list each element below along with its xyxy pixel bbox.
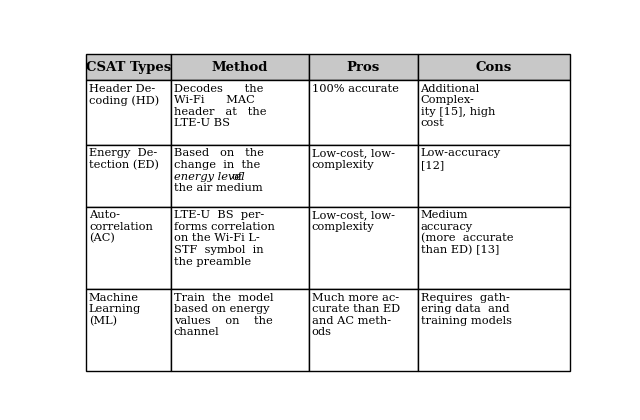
Bar xyxy=(417,289,570,371)
Text: Decodes      the: Decodes the xyxy=(173,84,263,94)
Text: Learning: Learning xyxy=(89,304,141,314)
Text: forms correlation: forms correlation xyxy=(173,222,275,232)
Text: LTE-U BS: LTE-U BS xyxy=(173,118,230,128)
Bar xyxy=(171,289,308,371)
Text: correlation: correlation xyxy=(89,222,153,232)
Text: tection (ED): tection (ED) xyxy=(89,160,159,171)
Bar xyxy=(171,145,308,207)
Bar xyxy=(171,207,308,289)
Bar xyxy=(86,145,171,207)
Text: Cons: Cons xyxy=(476,61,512,74)
Text: Machine: Machine xyxy=(89,293,139,303)
Bar xyxy=(86,289,171,371)
Bar xyxy=(171,80,308,145)
Text: [12]: [12] xyxy=(420,160,444,170)
Text: Requires  gath-: Requires gath- xyxy=(420,293,509,303)
Text: values    on    the: values on the xyxy=(173,316,273,326)
Text: Method: Method xyxy=(211,61,268,74)
Text: ity [15], high: ity [15], high xyxy=(420,107,495,117)
Bar xyxy=(86,80,171,145)
Text: on the Wi-Fi L-: on the Wi-Fi L- xyxy=(173,234,259,244)
Bar xyxy=(308,145,417,207)
Text: Train  the  model: Train the model xyxy=(173,293,273,303)
Text: 100% accurate: 100% accurate xyxy=(312,84,399,94)
Text: the air medium: the air medium xyxy=(173,183,262,193)
Text: Low-cost, low-: Low-cost, low- xyxy=(312,210,395,220)
Text: the preamble: the preamble xyxy=(173,257,251,267)
Text: coding (HD): coding (HD) xyxy=(89,95,159,106)
Bar xyxy=(86,207,171,289)
Text: Wi-Fi      MAC: Wi-Fi MAC xyxy=(173,95,254,105)
Text: channel: channel xyxy=(173,328,220,337)
Text: STF  symbol  in: STF symbol in xyxy=(173,245,263,255)
Text: complexity: complexity xyxy=(312,160,374,170)
Text: complexity: complexity xyxy=(312,222,374,232)
Text: Header De-: Header De- xyxy=(89,84,155,94)
Bar xyxy=(308,207,417,289)
Text: Low-accuracy: Low-accuracy xyxy=(420,149,500,158)
Text: Complex-: Complex- xyxy=(420,95,474,105)
Text: ods: ods xyxy=(312,328,332,337)
Text: based on energy: based on energy xyxy=(173,304,269,314)
Text: (AC): (AC) xyxy=(89,234,115,244)
Text: Low-cost, low-: Low-cost, low- xyxy=(312,149,395,158)
Bar xyxy=(417,145,570,207)
Text: curate than ED: curate than ED xyxy=(312,304,400,314)
Text: Based   on   the: Based on the xyxy=(173,149,264,158)
Text: Additional: Additional xyxy=(420,84,480,94)
Text: header   at   the: header at the xyxy=(173,107,266,117)
Bar xyxy=(417,207,570,289)
Text: Medium: Medium xyxy=(420,210,468,220)
Text: cost: cost xyxy=(420,118,444,128)
Text: (ML): (ML) xyxy=(89,316,117,326)
Bar xyxy=(308,80,417,145)
Bar xyxy=(171,54,308,80)
Text: Pros: Pros xyxy=(346,61,380,74)
Bar xyxy=(417,80,570,145)
Bar xyxy=(308,54,417,80)
Text: ering data  and: ering data and xyxy=(420,304,509,314)
Text: and AC meth-: and AC meth- xyxy=(312,316,391,326)
Text: (more  accurate: (more accurate xyxy=(420,234,513,244)
Bar xyxy=(86,54,171,80)
Text: change  in  the: change in the xyxy=(173,160,260,170)
Text: energy level: energy level xyxy=(173,172,248,181)
Bar xyxy=(308,289,417,371)
Text: accuracy: accuracy xyxy=(420,222,473,232)
Text: Auto-: Auto- xyxy=(89,210,120,220)
Text: LTE-U  BS  per-: LTE-U BS per- xyxy=(173,210,264,220)
Text: Energy  De-: Energy De- xyxy=(89,149,157,158)
Text: CSAT Types: CSAT Types xyxy=(86,61,171,74)
Bar xyxy=(417,54,570,80)
Text: of: of xyxy=(231,172,243,181)
Text: training models: training models xyxy=(420,316,511,326)
Text: Much more ac-: Much more ac- xyxy=(312,293,399,303)
Text: than ED) [13]: than ED) [13] xyxy=(420,245,499,255)
